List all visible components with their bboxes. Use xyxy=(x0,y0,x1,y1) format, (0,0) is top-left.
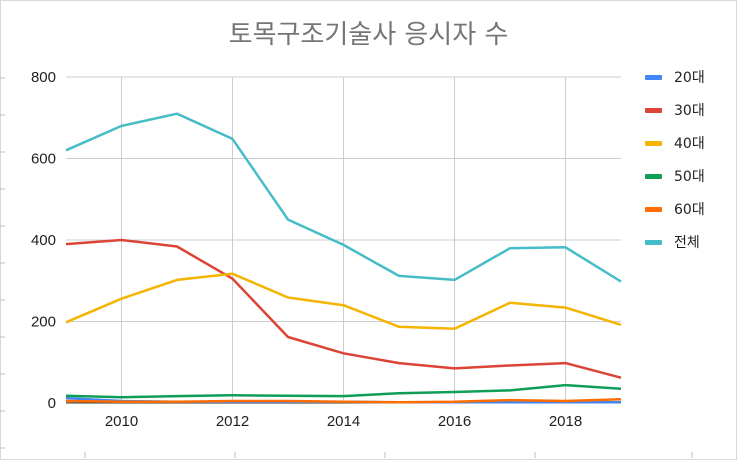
legend-label: 50대 xyxy=(674,169,705,185)
series-line-3 xyxy=(65,272,622,331)
y-tick-label-400: 400 xyxy=(31,232,56,249)
legend-label: 40대 xyxy=(674,136,705,152)
legend-label: 20대 xyxy=(674,70,705,86)
legend-label: 60대 xyxy=(674,202,705,218)
legend-swatch xyxy=(645,107,662,113)
x-tick-label-2014: 2014 xyxy=(327,413,360,430)
legend-swatch xyxy=(645,206,662,212)
y-tick-label-600: 600 xyxy=(31,151,56,168)
legend-swatch xyxy=(645,140,662,146)
y-tick-label-200: 200 xyxy=(31,314,56,331)
y-tick-label-800: 800 xyxy=(31,69,56,86)
x-tick-label-2016: 2016 xyxy=(438,413,471,430)
legend-swatch xyxy=(645,173,662,179)
series-line-6 xyxy=(65,112,622,283)
chart-title: 토목구조기술사 응시자 수 xyxy=(228,20,509,50)
legend-item-3: 40대 xyxy=(645,133,705,153)
y-tick-label-0: 0 xyxy=(48,395,56,412)
legend-item-4: 50대 xyxy=(645,166,705,186)
legend-item-1: 20대 xyxy=(645,67,705,87)
x-tick-label-2010: 2010 xyxy=(105,413,138,430)
series-line-5 xyxy=(65,398,622,404)
legend-label: 30대 xyxy=(674,103,705,119)
legend-item-5: 60대 xyxy=(645,199,705,219)
series-line-2 xyxy=(65,238,622,379)
legend-item-2: 30대 xyxy=(645,100,705,120)
series-line-4 xyxy=(65,383,622,399)
legend-item-6: 전체 xyxy=(645,232,700,252)
legend-label: 전체 xyxy=(674,235,700,251)
x-tick-label-2012: 2012 xyxy=(216,413,249,430)
legend-swatch xyxy=(645,74,662,80)
x-tick-label-2018: 2018 xyxy=(549,413,582,430)
legend-swatch xyxy=(645,239,662,245)
